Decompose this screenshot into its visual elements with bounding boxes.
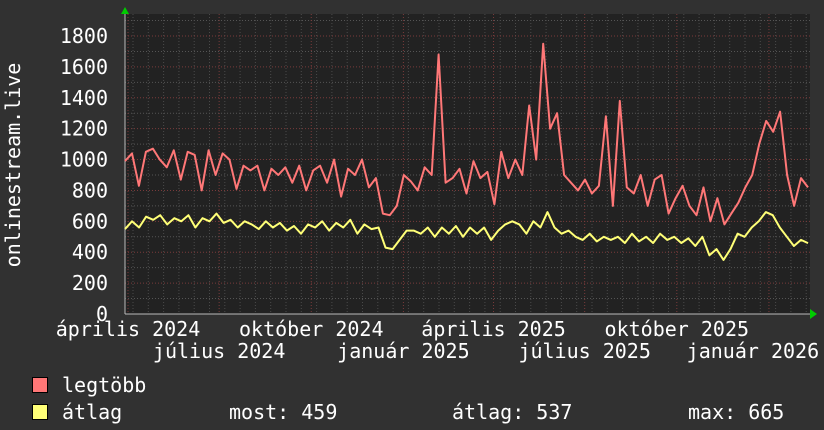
x-tick-label: április 2024	[56, 317, 201, 341]
y-axis-arrow-icon	[121, 7, 129, 14]
x-tick-label: április 2025	[421, 317, 566, 341]
y-tick-label: 1800	[60, 24, 108, 48]
legend-item-max: legtöbb	[32, 374, 146, 396]
y-tick-label: 200	[72, 271, 108, 295]
stat-max: max: 665	[688, 400, 785, 424]
y-axis-label: onlinestream.live	[1, 63, 25, 268]
series-line-1	[124, 211, 809, 261]
legend-swatch-yellow	[32, 404, 48, 420]
y-tick-label: 1400	[60, 86, 108, 110]
x-tick-label: július 2024	[153, 339, 285, 363]
legend-swatch-red	[32, 377, 48, 393]
x-tick-label: január 2025	[337, 339, 469, 363]
x-axis-arrow-icon	[810, 309, 817, 319]
x-tick-label: október 2024	[239, 317, 384, 341]
grid	[124, 12, 812, 315]
legend-item-avg: átlag most: 459 átlag: 537 max: 665	[32, 401, 812, 423]
series-line-0	[124, 42, 809, 226]
y-tick-label: 0	[96, 302, 108, 326]
x-tick-label: október 2025	[605, 317, 750, 341]
x-tick-label: július 2025	[518, 339, 650, 363]
legend-label: legtöbb	[62, 373, 147, 397]
plot-area	[125, 14, 810, 314]
y-tick-label: 800	[72, 178, 108, 202]
y-tick-label: 1600	[60, 55, 108, 79]
y-tick-label: 400	[72, 240, 108, 264]
x-tick-label: január 2026	[687, 339, 819, 363]
y-tick-label: 1200	[60, 117, 108, 141]
legend-label: átlag	[62, 400, 123, 424]
y-tick-label: 1000	[60, 148, 108, 172]
series-lines	[124, 42, 809, 261]
y-tick-labels: 0 200 400 600 800 1000 1200 1400 1600 1800	[60, 24, 108, 326]
stat-most: most: 459	[229, 400, 338, 424]
stat-atlag: átlag: 537	[452, 400, 573, 424]
y-tick-label: 600	[72, 209, 108, 233]
